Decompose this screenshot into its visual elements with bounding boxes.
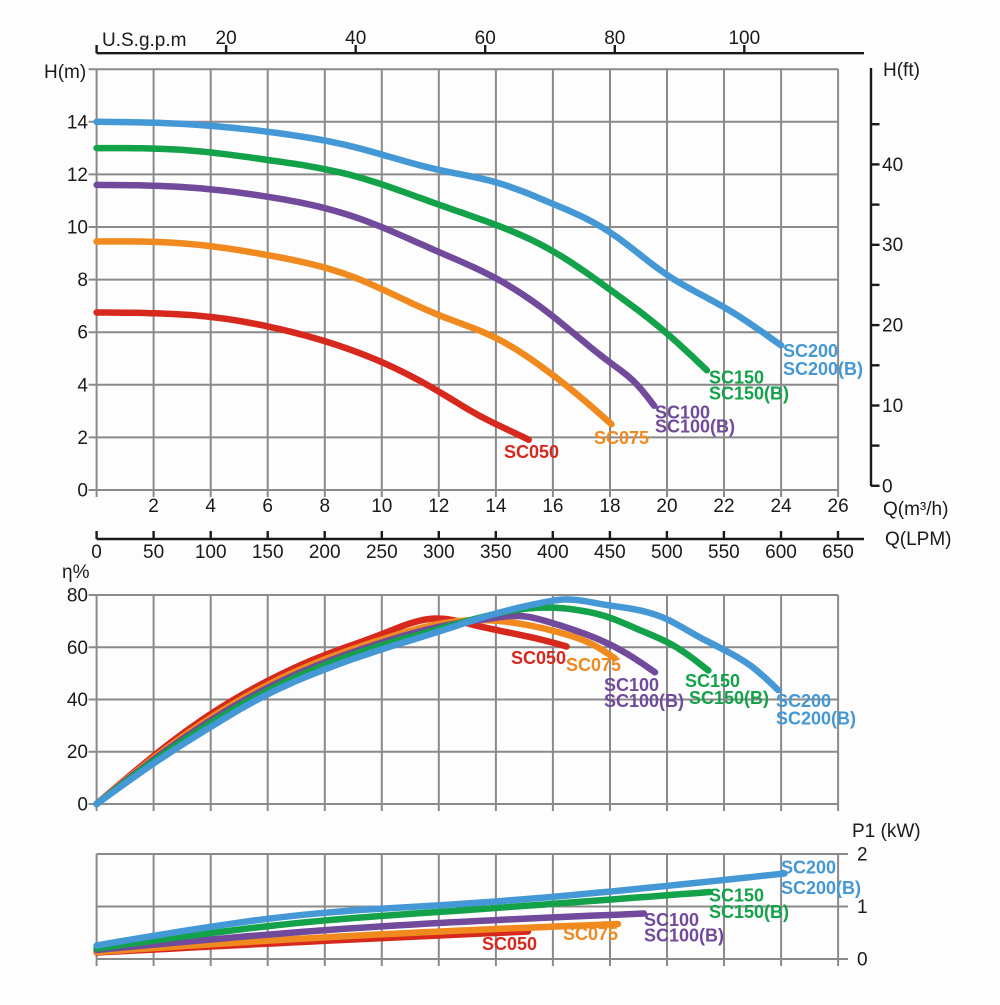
svg-text:SC075: SC075 xyxy=(566,655,621,675)
svg-text:350: 350 xyxy=(480,542,512,563)
svg-text:0: 0 xyxy=(77,481,88,502)
svg-text:H(ft): H(ft) xyxy=(883,60,920,81)
svg-text:650: 650 xyxy=(822,542,854,563)
svg-text:SC050: SC050 xyxy=(511,648,566,668)
svg-text:SC100(B): SC100(B) xyxy=(655,417,735,437)
svg-text:300: 300 xyxy=(423,542,455,563)
svg-text:4: 4 xyxy=(205,496,216,517)
svg-text:10: 10 xyxy=(371,496,392,517)
svg-text:SC150: SC150 xyxy=(709,368,764,388)
svg-text:100: 100 xyxy=(728,28,760,49)
svg-text:20: 20 xyxy=(882,316,903,337)
svg-text:60: 60 xyxy=(475,28,496,49)
svg-text:Q(LPM): Q(LPM) xyxy=(885,529,952,550)
svg-text:500: 500 xyxy=(651,542,683,563)
svg-text:50: 50 xyxy=(143,542,164,563)
svg-text:600: 600 xyxy=(765,542,797,563)
svg-text:6: 6 xyxy=(77,323,88,344)
svg-text:60: 60 xyxy=(67,638,88,659)
svg-text:0: 0 xyxy=(857,950,868,971)
svg-text:4: 4 xyxy=(77,375,88,396)
svg-text:250: 250 xyxy=(366,542,398,563)
svg-text:0: 0 xyxy=(91,542,102,563)
svg-text:SC200(B): SC200(B) xyxy=(783,359,863,379)
svg-text:2: 2 xyxy=(77,428,88,449)
svg-text:400: 400 xyxy=(537,542,569,563)
svg-text:SC150(B): SC150(B) xyxy=(689,688,769,708)
svg-text:20: 20 xyxy=(67,742,88,763)
svg-text:SC075: SC075 xyxy=(594,428,649,448)
svg-text:14: 14 xyxy=(485,496,507,517)
svg-text:8: 8 xyxy=(77,270,88,291)
svg-text:26: 26 xyxy=(828,496,849,517)
svg-text:SC100(B): SC100(B) xyxy=(644,926,724,946)
svg-text:12: 12 xyxy=(67,165,88,186)
svg-text:H(m): H(m) xyxy=(44,62,86,83)
svg-text:SC100(B): SC100(B) xyxy=(604,691,684,711)
svg-text:SC150: SC150 xyxy=(685,671,740,691)
svg-text:40: 40 xyxy=(345,28,366,49)
svg-text:80: 80 xyxy=(67,586,88,607)
svg-text:SC050: SC050 xyxy=(504,442,559,462)
svg-text:150: 150 xyxy=(252,542,284,563)
svg-text:Q(m³/h): Q(m³/h) xyxy=(883,499,948,520)
svg-text:2: 2 xyxy=(857,845,868,866)
svg-text:16: 16 xyxy=(542,496,563,517)
svg-text:20: 20 xyxy=(216,28,237,49)
svg-text:80: 80 xyxy=(604,28,625,49)
svg-text:SC150(B): SC150(B) xyxy=(709,902,789,922)
svg-text:10: 10 xyxy=(67,218,88,239)
svg-text:SC075: SC075 xyxy=(563,924,618,944)
svg-text:14: 14 xyxy=(67,112,89,133)
svg-text:η%: η% xyxy=(62,562,90,583)
svg-text:SC150: SC150 xyxy=(709,886,764,906)
svg-text:18: 18 xyxy=(599,496,620,517)
svg-text:SC200: SC200 xyxy=(781,858,836,878)
svg-text:6: 6 xyxy=(262,496,273,517)
svg-text:20: 20 xyxy=(656,496,677,517)
svg-text:U.S.g.p.m: U.S.g.p.m xyxy=(102,30,186,51)
svg-text:SC050: SC050 xyxy=(482,934,537,954)
svg-text:SC100: SC100 xyxy=(644,910,699,930)
svg-text:SC200(B): SC200(B) xyxy=(781,878,861,898)
svg-text:1: 1 xyxy=(857,897,868,918)
svg-text:2: 2 xyxy=(148,496,159,517)
svg-text:0: 0 xyxy=(77,795,88,816)
svg-text:550: 550 xyxy=(708,542,740,563)
svg-text:100: 100 xyxy=(195,542,227,563)
svg-text:P1 (kW): P1 (kW) xyxy=(852,821,921,842)
svg-text:22: 22 xyxy=(713,496,734,517)
svg-text:30: 30 xyxy=(882,235,903,256)
svg-text:0: 0 xyxy=(882,476,893,497)
svg-text:40: 40 xyxy=(882,155,903,176)
svg-text:12: 12 xyxy=(428,496,449,517)
svg-text:SC100: SC100 xyxy=(655,403,710,423)
svg-text:SC200(B): SC200(B) xyxy=(776,709,856,729)
svg-text:10: 10 xyxy=(882,396,903,417)
svg-text:40: 40 xyxy=(67,690,88,711)
svg-text:SC100: SC100 xyxy=(604,675,659,695)
svg-text:SC150(B): SC150(B) xyxy=(709,384,789,404)
svg-text:8: 8 xyxy=(320,496,331,517)
svg-text:24: 24 xyxy=(771,496,793,517)
svg-text:200: 200 xyxy=(309,542,341,563)
svg-text:SC200: SC200 xyxy=(783,341,838,361)
svg-text:SC200: SC200 xyxy=(776,691,831,711)
svg-text:450: 450 xyxy=(594,542,626,563)
